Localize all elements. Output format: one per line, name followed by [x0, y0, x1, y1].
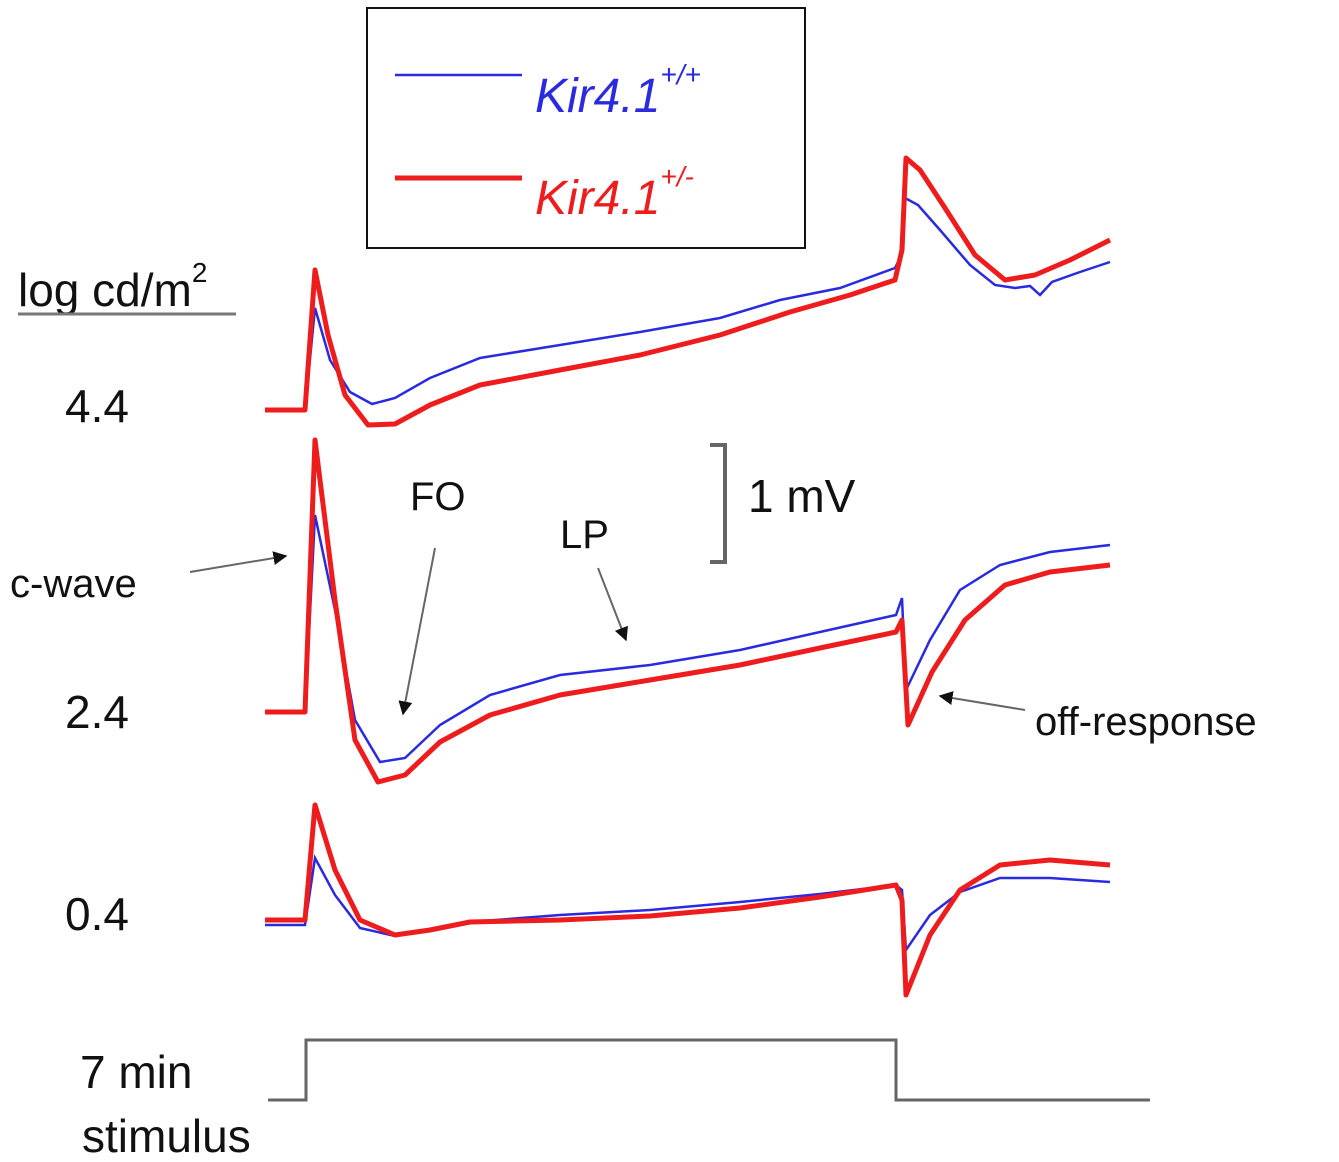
- legend-label: Kir4.1+/-: [535, 161, 694, 225]
- annotation-arrow: [938, 691, 1026, 711]
- annotation: LP: [560, 513, 609, 557]
- annotation: FO: [410, 475, 466, 519]
- intensity-label: 0.4: [65, 888, 129, 940]
- header-text: log cd/m: [18, 264, 192, 316]
- legend-superscript: +/-: [660, 161, 693, 192]
- trace-wildtype: [265, 195, 1111, 412]
- annotation: c-wave: [10, 562, 137, 606]
- annotation: off-response: [1035, 700, 1257, 744]
- header-superscript: 2: [192, 257, 208, 288]
- intensity-label: 2.4: [65, 686, 129, 738]
- intensity-header: log cd/m2: [18, 257, 207, 316]
- trace-heterozygous: [265, 155, 1112, 428]
- legend-text: Kir4.1: [535, 172, 660, 225]
- stimulus-label: stimulus: [82, 1110, 251, 1162]
- annotation-arrow: [189, 551, 288, 573]
- annotation-arrow: [398, 547, 436, 716]
- legend-box: [366, 7, 806, 249]
- annotation-arrow: [597, 567, 628, 642]
- intensity-label: 4.4: [65, 380, 129, 432]
- legend-superscript: +/+: [660, 59, 700, 90]
- trace-heterozygous: [265, 437, 1111, 785]
- legend-text: Kir4.1: [535, 70, 660, 123]
- scale-bar: [710, 443, 727, 564]
- stimulus-label: 7 min: [80, 1046, 192, 1098]
- legend-label: Kir4.1+/+: [535, 59, 701, 123]
- trace-heterozygous: [265, 802, 1111, 998]
- stimulus-trace: [268, 1038, 1150, 1102]
- trace-wildtype: [265, 514, 1111, 764]
- scale-label: 1 mV: [748, 470, 856, 522]
